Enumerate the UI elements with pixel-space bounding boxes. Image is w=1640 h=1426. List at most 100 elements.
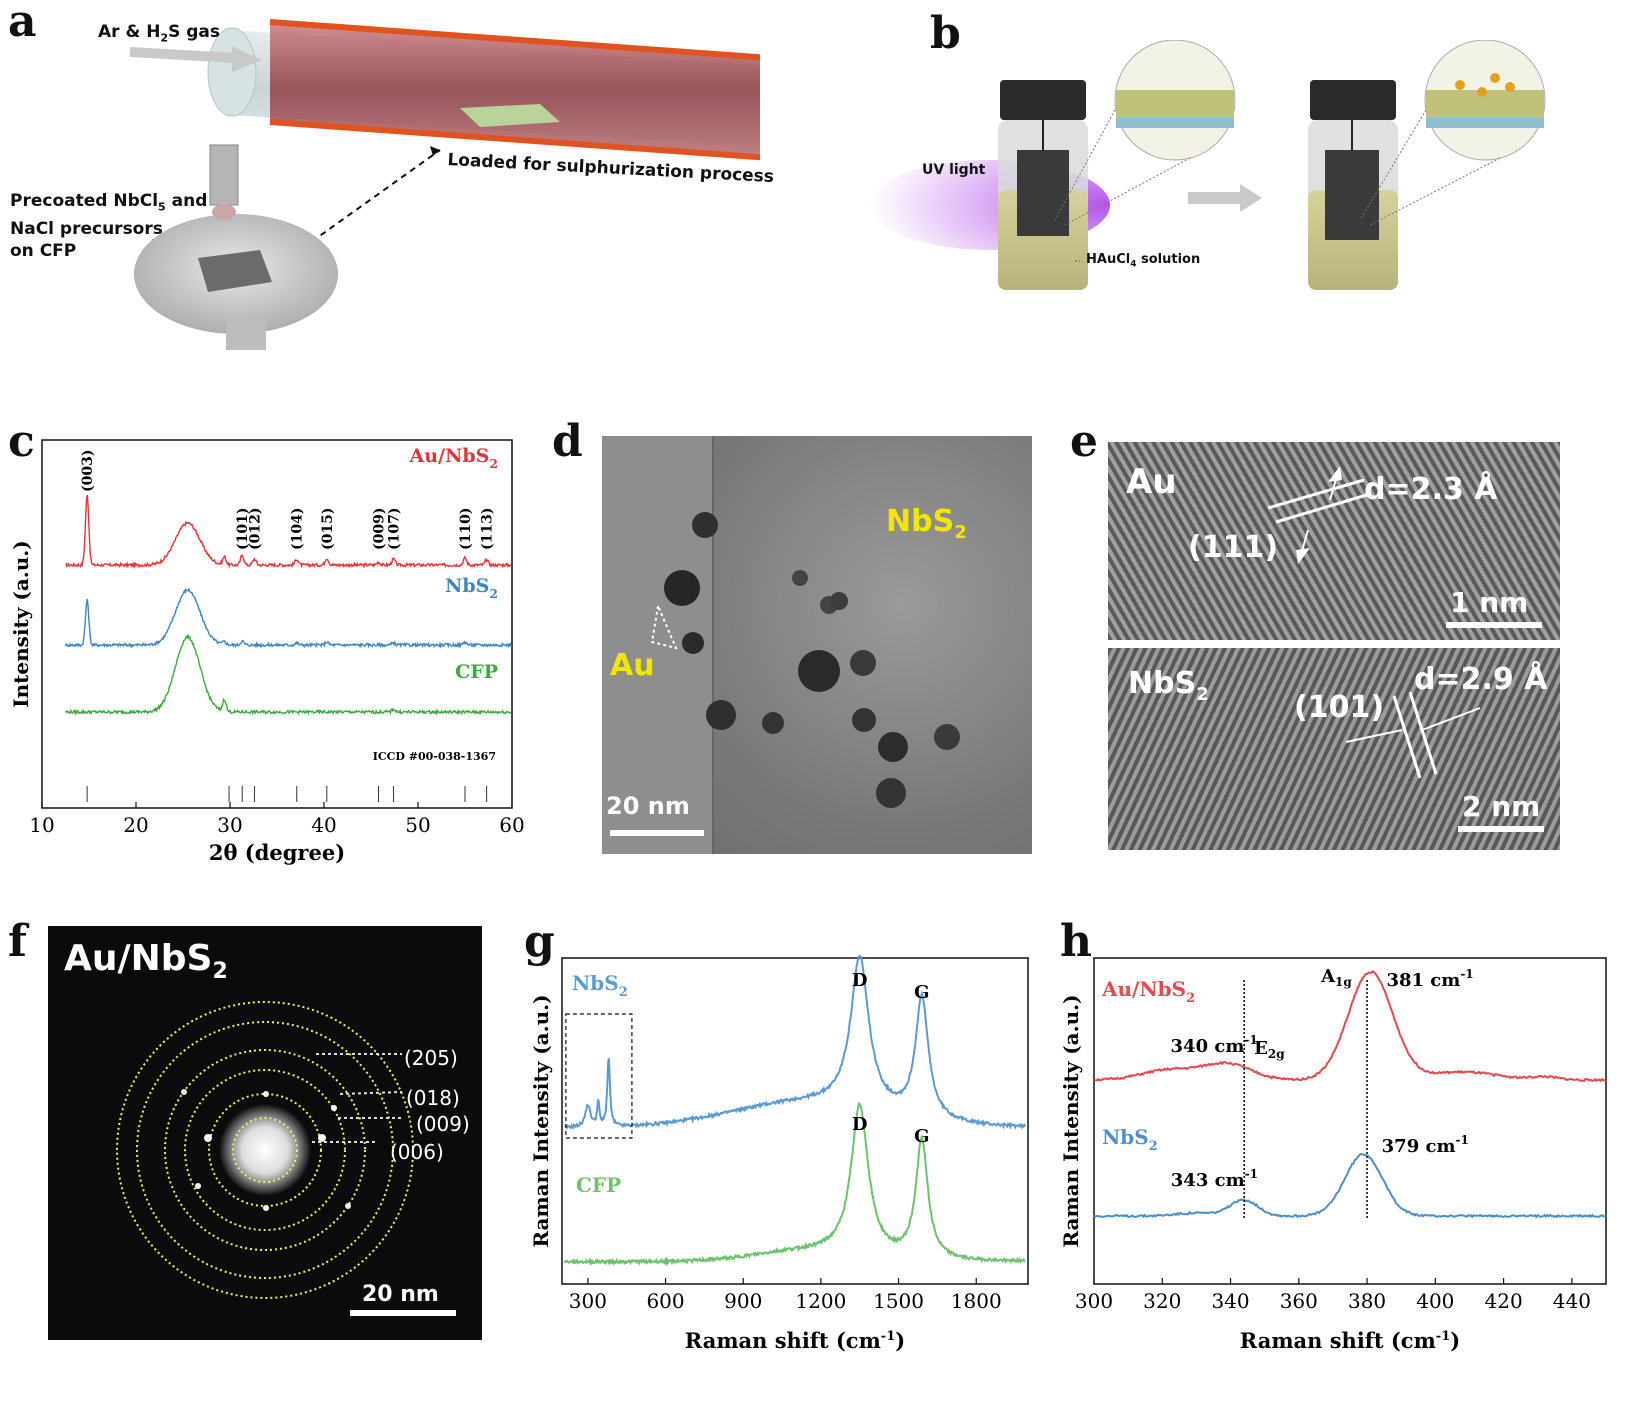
peak-annotation: 379 cm-1 <box>1382 1133 1469 1157</box>
nanoparticle <box>792 570 808 586</box>
x-tick-label: 50 <box>405 813 430 837</box>
x-tick-label: 1500 <box>873 1289 924 1313</box>
spray-nozzle <box>209 144 239 206</box>
nanoparticle <box>706 700 736 730</box>
hrtem-nbs2-scale-bar <box>1458 826 1544 832</box>
x-tick-label: 360 <box>1280 1289 1318 1313</box>
y-axis-label: Raman Intensity (a.u.) <box>529 994 553 1247</box>
nanoparticle <box>762 712 784 734</box>
y-axis-label: Intensity (a.u.) <box>9 540 33 707</box>
x-tick-label: 300 <box>569 1289 607 1313</box>
series-label-NbS2: NbS2 <box>1102 1125 1158 1154</box>
x-tick-label: 440 <box>1553 1289 1591 1313</box>
saed-scale-bar <box>350 1310 456 1316</box>
mode-label-E2g: E2g <box>1254 1038 1285 1061</box>
nanoparticle <box>934 724 960 750</box>
saed-rings <box>116 1001 414 1299</box>
series-label-CFP: CFP <box>455 661 498 683</box>
precoated-label: Precoated NbCl5 and NaCl precursors on C… <box>10 191 208 262</box>
hrtem-nbs2-image <box>1108 648 1560 850</box>
plot-frame <box>561 957 1029 1285</box>
tem-material-label: NbS2 <box>886 504 967 543</box>
x-tick-label: 1200 <box>795 1289 846 1313</box>
series-line-NbS2 <box>64 587 513 649</box>
inset-highlight-box <box>565 1013 633 1139</box>
au-pointer-lines <box>650 605 678 650</box>
x-axis-label: Raman shift (cm-1) <box>685 1328 905 1353</box>
y-axis-label: Raman Intensity (a.u.) <box>1059 994 1083 1247</box>
x-tick-label: 10 <box>29 813 54 837</box>
nanoparticle <box>798 650 840 692</box>
reflection-label: (107) <box>387 508 403 550</box>
vial-left-substrate <box>1017 150 1069 236</box>
x-tick-label: 40 <box>311 813 336 837</box>
nanoparticle <box>876 778 906 808</box>
tem-scale-bar <box>610 830 704 836</box>
series-label-AuNbS2: Au/NbS2 <box>1101 977 1195 1006</box>
cfp-substrate <box>198 250 272 292</box>
series-label-CFP: CFP <box>576 1173 621 1197</box>
x-tick-label: 400 <box>1416 1289 1454 1313</box>
nanoparticle <box>852 708 876 732</box>
saed-ring-006: (006) <box>390 1140 444 1164</box>
panel-letter-h: h <box>1060 916 1092 967</box>
panel-letter-b: b <box>930 8 961 59</box>
saed-title: Au/NbS2 <box>64 938 228 985</box>
hrtem-au-scale-bar <box>1446 622 1542 628</box>
vial-left-cap <box>1000 80 1086 120</box>
raman-wide-chart: 300 600 900 1200 1500 1800 Raman shift (cm-1) R… <box>529 954 1029 1353</box>
panel-letter-g: g <box>524 916 555 967</box>
peak-annotation: 381 cm-1 <box>1386 967 1473 991</box>
x-tick-label: 900 <box>724 1289 762 1313</box>
hrtem-nbs2-plane: (101) <box>1294 690 1385 725</box>
photodeposition-illustration <box>870 40 1546 290</box>
vial-right-cap <box>1310 80 1396 120</box>
x-tick-label: 380 <box>1348 1289 1386 1313</box>
series-label-NbS2: NbS2 <box>445 575 498 601</box>
plot-frame <box>1093 957 1607 1285</box>
xrd-chart: 10 20 30 40 50 60 2θ (degree) Intensity (a.u.) A… <box>9 439 525 865</box>
furnace-illustration <box>129 19 760 350</box>
nanoparticle <box>664 570 700 606</box>
series-line-NbS2 <box>1093 1152 1607 1219</box>
peak-label-G: G <box>914 1126 929 1147</box>
tem-image <box>602 436 1032 854</box>
hrtem-nbs2-label: NbS2 <box>1128 666 1209 705</box>
saed-ring-018: (018) <box>406 1086 460 1110</box>
substrate-in-tube <box>460 104 560 127</box>
nanoparticle <box>878 732 908 762</box>
nanoparticle <box>692 512 718 538</box>
panel-letter-e: e <box>1070 416 1098 467</box>
reflection-label: (009) <box>372 508 388 550</box>
x-axis-label: 2θ (degree) <box>209 840 345 865</box>
x-tick-label: 340 <box>1211 1289 1249 1313</box>
furnace-coil-bottom <box>269 119 760 161</box>
heater-body <box>270 22 760 158</box>
series-line-CFP <box>563 1101 1026 1267</box>
panel-letter-f: f <box>8 916 27 967</box>
series-label-Au/NbS2: Au/NbS2 <box>409 445 498 471</box>
hrtem-au-plane: (111) <box>1188 530 1279 565</box>
reflection-label: (113) <box>480 508 496 550</box>
x-tick-label: 60 <box>499 813 524 837</box>
plot-frame <box>41 439 513 809</box>
panel-letter-d: d <box>552 416 583 467</box>
series-line-Au/NbS2 <box>65 494 513 570</box>
peak-label-D: D <box>852 970 868 991</box>
reference-label: ICCD #00-038-1367 <box>373 750 496 763</box>
panel-letter-a: a <box>8 0 37 47</box>
peak-label-D: D <box>852 1114 868 1135</box>
reflection-label: (012) <box>247 508 263 550</box>
gas-arrow <box>129 47 237 63</box>
panel-letter-c: c <box>8 416 35 467</box>
hrtem-au-scale-label: 1 nm <box>1450 586 1529 619</box>
hrtem-au-label: Au <box>1126 462 1177 502</box>
x-tick-label: 20 <box>123 813 148 837</box>
reflection-label: (101) <box>235 508 251 550</box>
series-line-NbS2 <box>564 954 1027 1131</box>
mode-label-A1g: A1g <box>1320 966 1352 989</box>
reflection-label: (110) <box>458 508 474 550</box>
nanoparticle <box>682 632 704 654</box>
tem-au-label: Au <box>610 648 655 683</box>
series-label-NbS2: NbS2 <box>572 971 628 1000</box>
